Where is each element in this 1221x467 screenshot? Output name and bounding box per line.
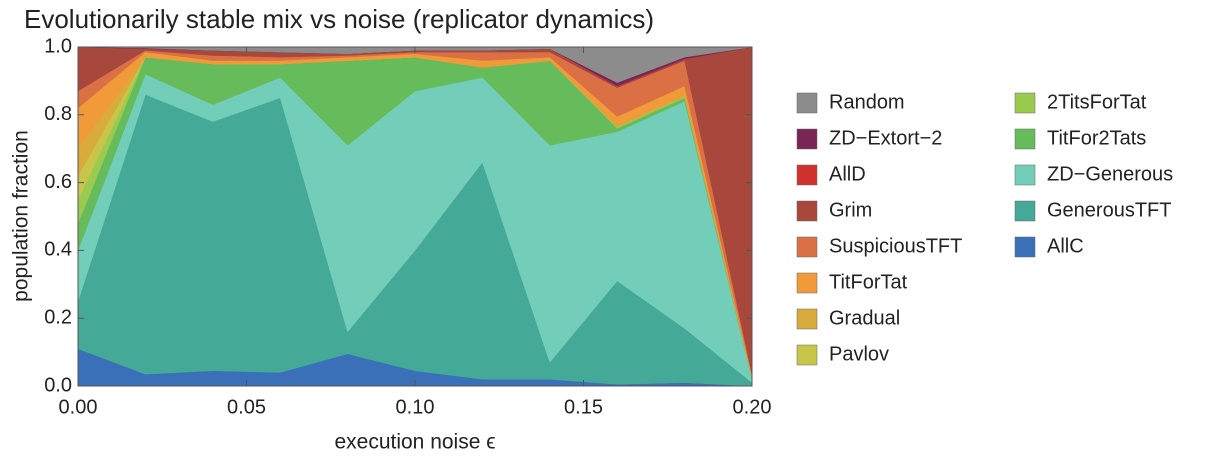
x-tick-label: 0.20 — [733, 396, 772, 418]
legend-label: ZD−Extort−2 — [829, 127, 942, 149]
legend-label: Grim — [829, 199, 872, 221]
legend-swatch — [796, 344, 818, 366]
y-tick-label: 0.2 — [44, 306, 72, 328]
legend-label: Gradual — [829, 307, 900, 329]
x-tick-label: 0.15 — [564, 396, 603, 418]
y-axis-label: population fraction — [10, 130, 33, 302]
legend-swatch — [796, 128, 818, 150]
legend-label: GenerousTFT — [1047, 199, 1171, 221]
y-tick-label: 1.0 — [44, 35, 72, 57]
legend-swatch — [796, 236, 818, 258]
y-tick-label: 0.6 — [44, 171, 72, 193]
legend-swatch — [1014, 92, 1036, 114]
legend-label: AllD — [829, 163, 866, 185]
legend-label: TitForTat — [829, 271, 908, 293]
legend-swatch — [796, 92, 818, 114]
legend-label: AllC — [1047, 235, 1084, 257]
legend-label: TitFor2Tats — [1047, 127, 1146, 149]
legend-swatch — [1014, 200, 1036, 222]
legend-swatch — [796, 200, 818, 222]
legend-swatch — [1014, 236, 1036, 258]
x-tick-label: 0.00 — [59, 396, 98, 418]
y-tick-label: 0.0 — [44, 374, 72, 396]
legend-label: Random — [829, 91, 905, 113]
legend-label: ZD−Generous — [1047, 163, 1173, 185]
legend-label: Pavlov — [829, 343, 889, 365]
y-tick-label: 0.8 — [44, 103, 72, 125]
legend-swatch — [796, 308, 818, 330]
x-tick-label: 0.05 — [227, 396, 266, 418]
legend-swatch — [1014, 128, 1036, 150]
legend-swatch — [796, 164, 818, 186]
legend-label: SuspiciousTFT — [829, 235, 962, 257]
legend-label: 2TitsForTat — [1047, 91, 1147, 113]
legend-swatch — [796, 272, 818, 294]
legend-swatch — [1014, 164, 1036, 186]
x-axis-label: execution noise ϵ — [334, 431, 495, 454]
y-tick-label: 0.4 — [44, 239, 72, 261]
chart-title: Evolutionarily stable mix vs noise (repl… — [24, 4, 654, 34]
x-tick-label: 0.10 — [396, 396, 435, 418]
